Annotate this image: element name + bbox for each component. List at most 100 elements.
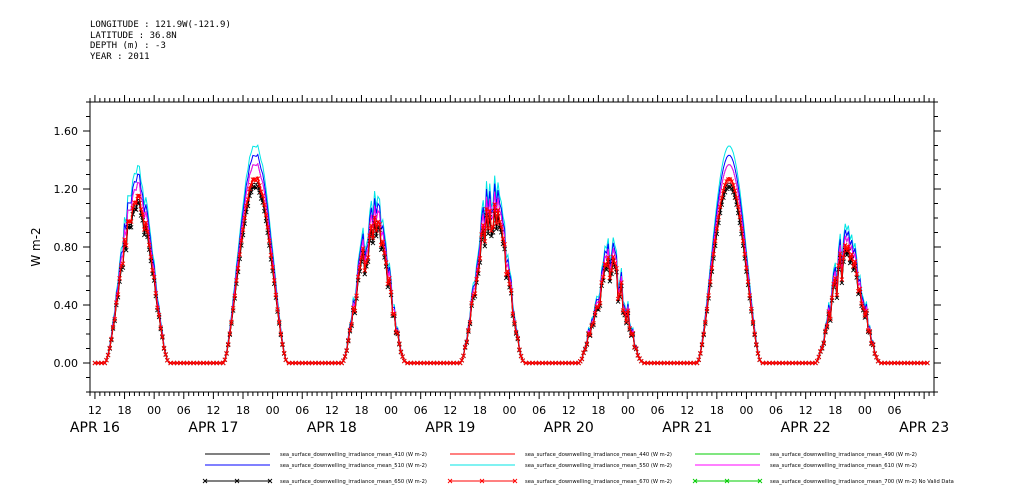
data-point-marker <box>732 188 738 194</box>
data-point-marker <box>151 274 157 280</box>
data-point-marker <box>701 331 706 337</box>
data-point-marker <box>518 353 524 359</box>
x-hour-label: 06 <box>651 404 665 417</box>
legend-entry: sea_surface_downwelling_irradiance_mean_… <box>692 478 954 485</box>
data-point-marker <box>127 225 132 230</box>
data-point-marker <box>612 260 618 266</box>
data-point-marker <box>828 318 833 324</box>
data-point-marker <box>520 358 526 363</box>
legend-entry: sea_surface_downwelling_irradiance_mean_… <box>205 452 427 458</box>
data-point-marker <box>364 259 369 265</box>
data-point-marker <box>477 256 483 261</box>
data-point-marker <box>396 341 402 346</box>
data-point-marker <box>388 289 394 295</box>
data-point-marker <box>582 346 588 352</box>
data-point-marker <box>378 242 384 248</box>
x-hour-label: 06 <box>888 404 902 417</box>
data-point-marker <box>619 280 624 285</box>
data-point-marker <box>500 236 506 242</box>
data-point-marker <box>824 323 830 329</box>
data-point-marker <box>633 346 639 351</box>
data-point-marker <box>482 243 488 249</box>
data-point-marker <box>607 275 613 281</box>
x-day-label: APR 18 <box>307 420 357 436</box>
data-point-marker <box>734 195 739 201</box>
x-hour-label: 12 <box>443 404 457 417</box>
data-point-marker <box>716 214 721 220</box>
x-hour-label: 06 <box>769 404 783 417</box>
legend-label: sea_surface_downwelling_irradiance_mean_… <box>770 452 917 458</box>
x-hour-label: 06 <box>414 404 428 417</box>
data-point-marker <box>247 186 252 192</box>
y-tick-label: 0.80 <box>54 241 79 254</box>
data-point-marker <box>747 293 753 298</box>
data-point-marker <box>255 176 261 182</box>
legend: sea_surface_downwelling_irradiance_mean_… <box>202 452 954 485</box>
data-point-marker <box>492 202 498 207</box>
data-point-marker <box>610 254 616 260</box>
y-tick-label: 0.40 <box>54 299 79 312</box>
series-line <box>94 185 928 364</box>
legend-marker <box>757 478 763 484</box>
series-markers <box>92 176 930 366</box>
data-point-marker <box>717 204 723 210</box>
data-point-marker <box>839 280 845 286</box>
data-point-marker <box>373 228 379 234</box>
data-point-marker <box>517 347 522 352</box>
data-point-marker <box>362 268 368 273</box>
legend-marker <box>267 478 273 484</box>
x-day-label: APR 17 <box>188 420 238 436</box>
legend-entry: sea_surface_downwelling_irradiance_mean_… <box>450 452 672 458</box>
x-hour-label: 18 <box>236 404 250 417</box>
data-point-marker <box>225 341 231 347</box>
x-hour-label: 18 <box>828 404 842 417</box>
data-point-marker <box>854 271 859 277</box>
data-point-marker <box>137 194 142 199</box>
data-point-marker <box>581 350 586 355</box>
data-point-marker <box>857 286 863 292</box>
data-point-marker <box>240 227 246 232</box>
data-point-marker <box>494 221 499 226</box>
data-point-marker <box>369 223 374 229</box>
data-point-marker <box>862 313 868 318</box>
data-point-marker <box>749 306 754 312</box>
data-point-marker <box>146 242 152 248</box>
data-point-marker <box>345 337 351 343</box>
y-tick-label: 0.00 <box>54 357 79 370</box>
data-point-marker <box>462 344 468 350</box>
data-point-marker <box>145 229 150 234</box>
data-point-marker <box>737 214 743 220</box>
data-point-marker <box>352 308 358 314</box>
data-point-marker <box>123 247 129 253</box>
data-point-marker <box>744 265 749 271</box>
legend-marker <box>724 478 730 484</box>
data-point-marker <box>280 341 285 347</box>
data-point-marker <box>395 330 400 336</box>
data-point-marker <box>712 238 718 244</box>
data-point-marker <box>726 184 731 190</box>
data-point-marker <box>494 226 499 232</box>
data-point-marker <box>852 259 858 264</box>
data-point-marker <box>257 183 262 188</box>
data-point-marker <box>148 254 154 260</box>
data-point-marker <box>696 357 702 363</box>
data-point-marker <box>620 308 626 313</box>
data-point-marker <box>823 328 828 334</box>
data-point-marker <box>497 219 502 225</box>
series-line <box>94 177 928 364</box>
data-point-marker <box>339 360 345 366</box>
legend-label: sea_surface_downwelling_irradiance_mean_… <box>770 463 917 469</box>
data-point-marker <box>479 232 484 237</box>
legend-entry: sea_surface_downwelling_irradiance_mean_… <box>695 463 917 469</box>
data-point-marker <box>872 350 878 356</box>
data-point-marker <box>844 248 850 253</box>
data-point-marker <box>275 307 280 312</box>
series-layer <box>92 144 930 366</box>
data-point-marker <box>150 267 155 273</box>
data-point-marker <box>401 358 407 364</box>
data-point-marker <box>832 275 838 281</box>
data-point-marker <box>839 277 845 282</box>
data-point-marker <box>114 300 119 305</box>
data-point-marker <box>617 291 623 297</box>
